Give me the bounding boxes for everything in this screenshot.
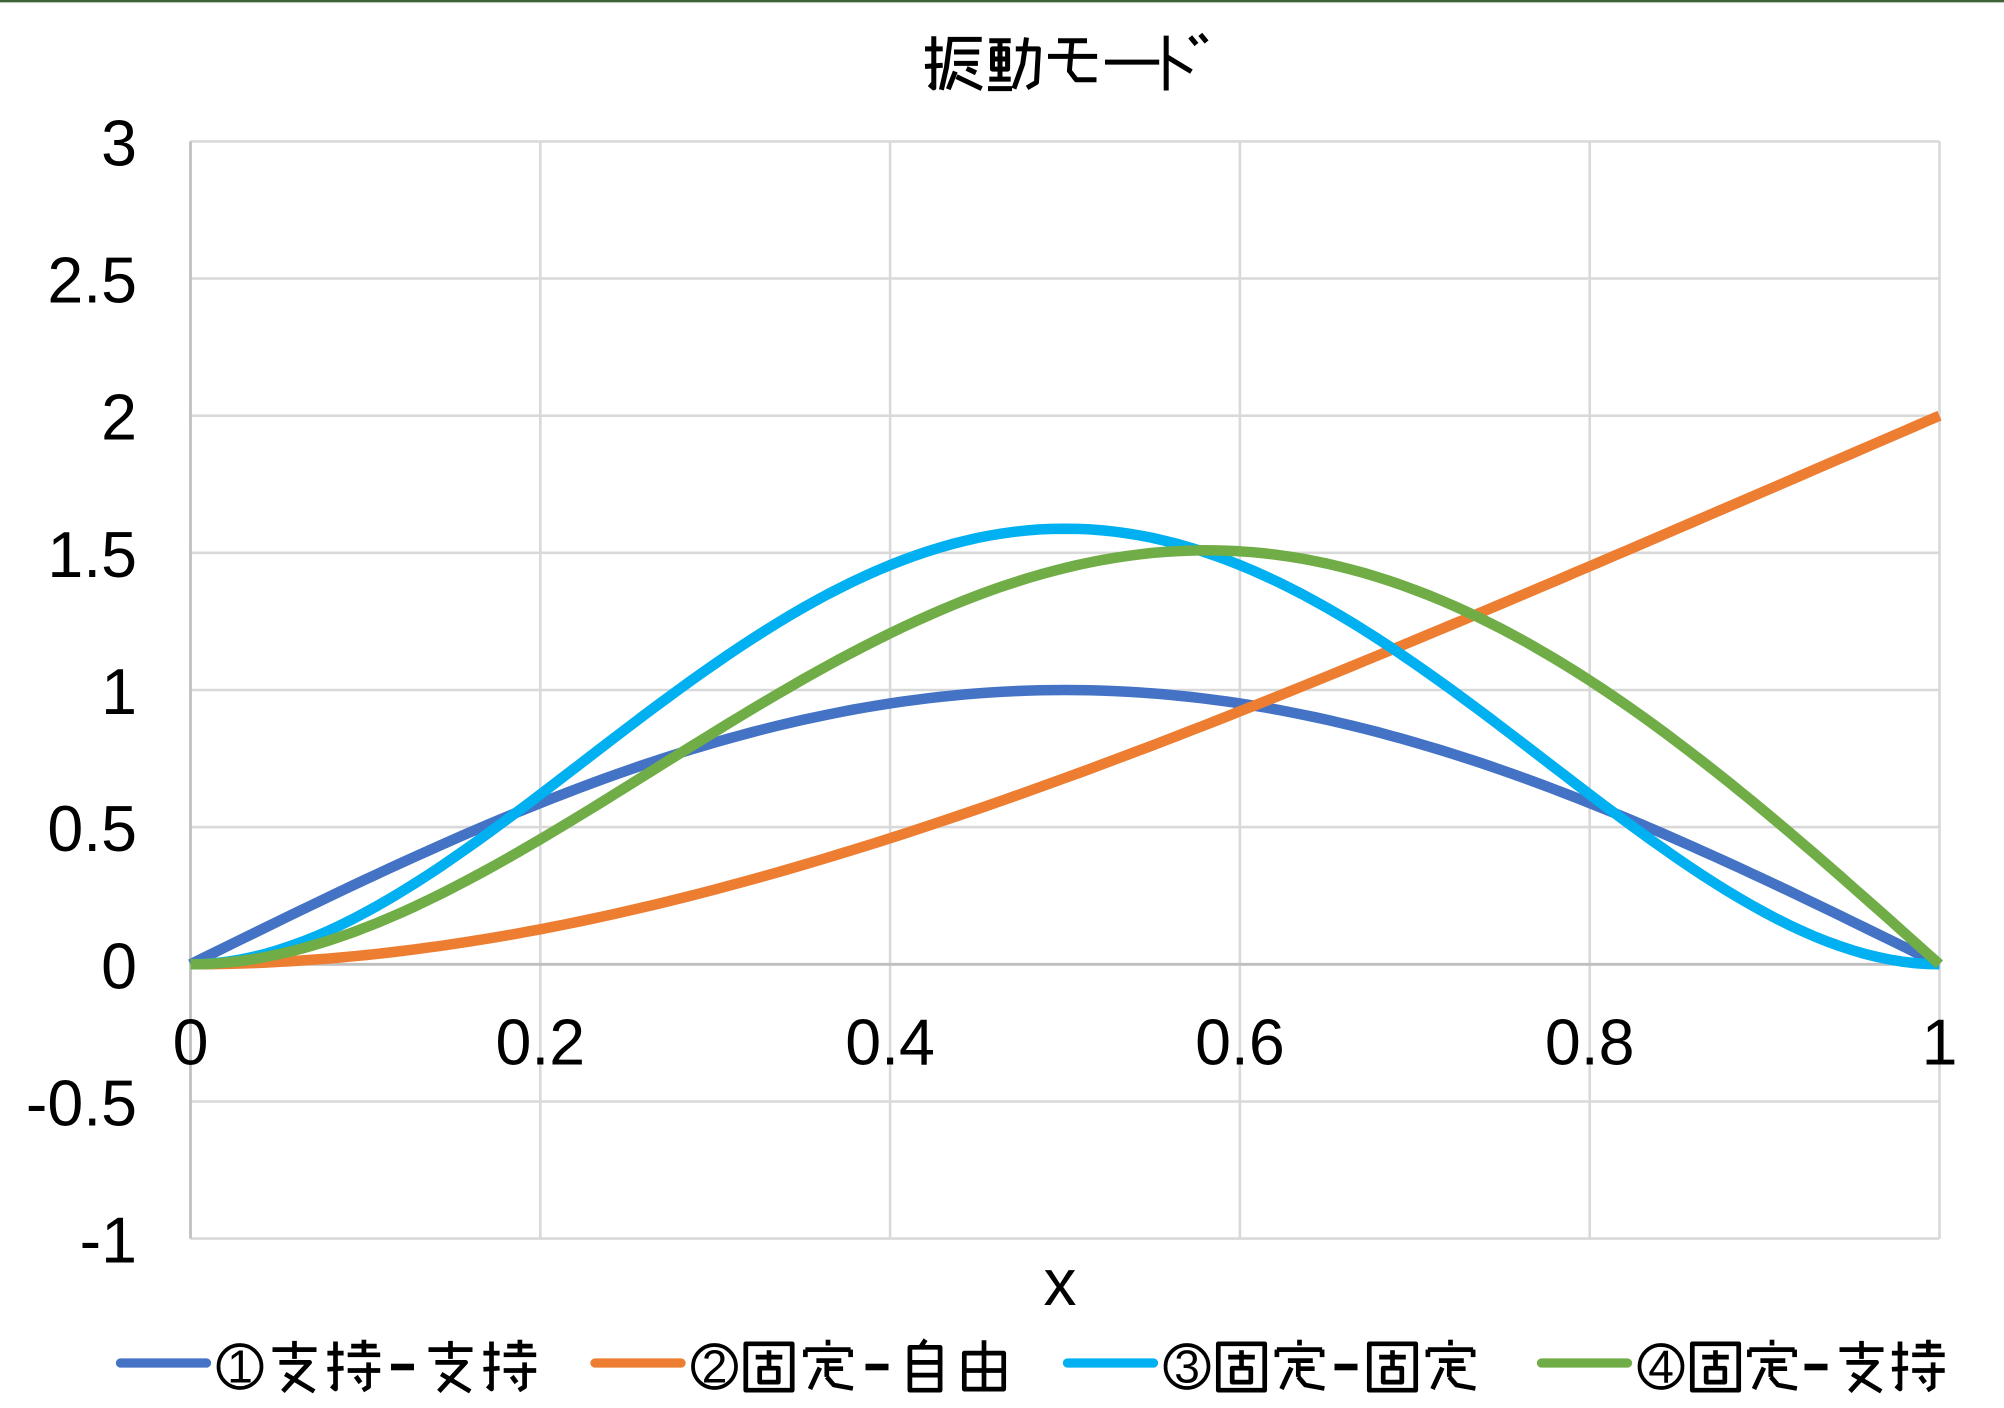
- svg-text:0.8: 0.8: [1545, 1007, 1635, 1079]
- svg-text:4: 4: [1648, 1341, 1674, 1393]
- svg-text:-1: -1: [80, 1205, 137, 1277]
- svg-text:-0.5: -0.5: [26, 1068, 137, 1140]
- svg-text:2: 2: [101, 382, 137, 454]
- svg-text:0.2: 0.2: [495, 1007, 585, 1079]
- svg-text:2.5: 2.5: [47, 245, 137, 317]
- svg-text:1: 1: [1922, 1007, 1958, 1079]
- svg-text:x: x: [1044, 1245, 1077, 1319]
- svg-text:0.4: 0.4: [845, 1007, 935, 1079]
- svg-text:1: 1: [227, 1341, 253, 1393]
- svg-text:0.5: 0.5: [47, 793, 137, 865]
- svg-text:0: 0: [173, 1007, 209, 1079]
- svg-text:3: 3: [1174, 1341, 1200, 1393]
- svg-text:1: 1: [101, 656, 137, 728]
- svg-text:1.5: 1.5: [47, 519, 137, 591]
- svg-text:0: 0: [101, 930, 137, 1002]
- svg-text:0.6: 0.6: [1195, 1007, 1285, 1079]
- svg-text:2: 2: [702, 1341, 728, 1393]
- svg-text:3: 3: [101, 107, 137, 179]
